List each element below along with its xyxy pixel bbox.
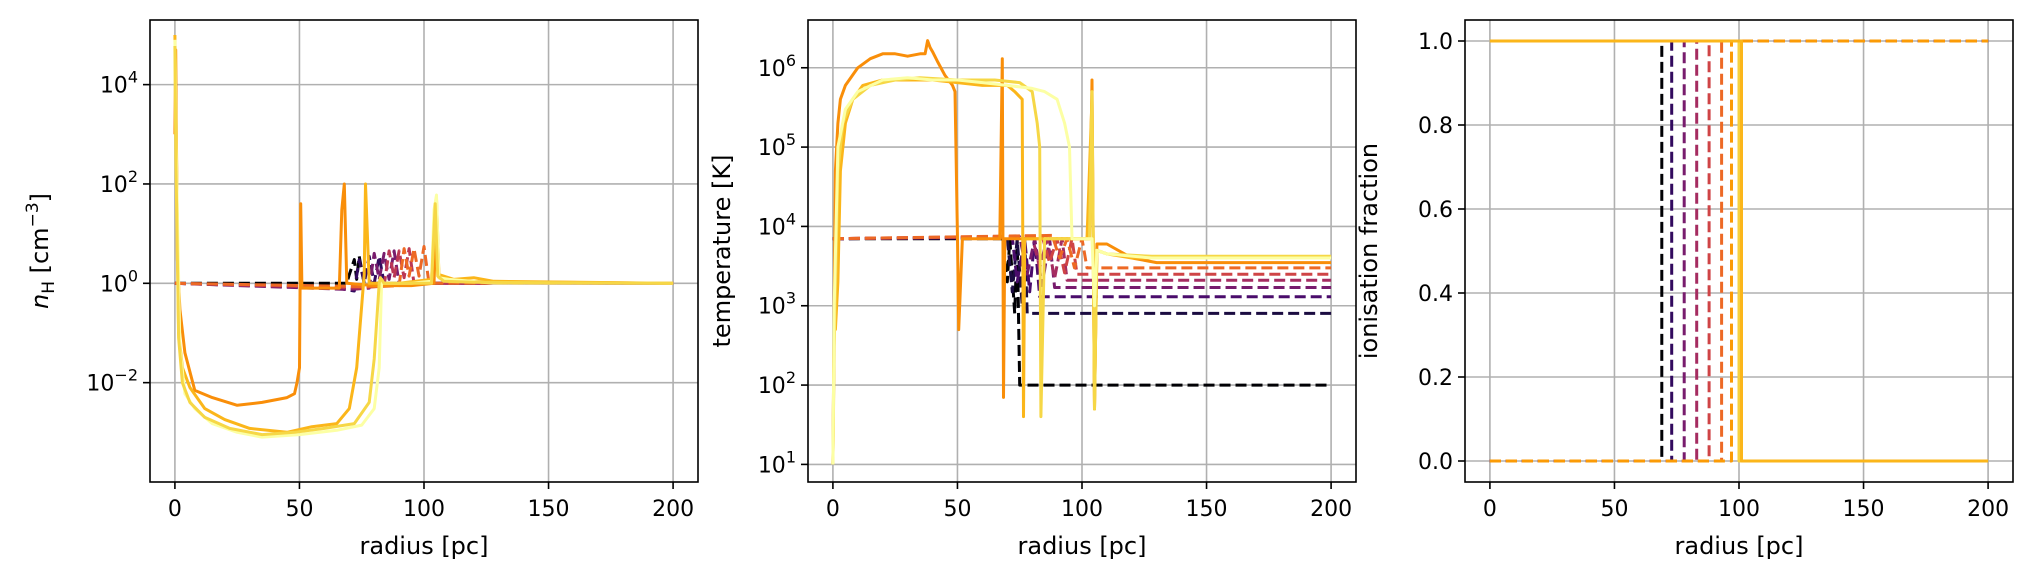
series-group: [831, 39, 1332, 465]
y-tick-label: 0.4: [1418, 282, 1453, 307]
y-tick-label: 105: [758, 130, 796, 161]
series-group: [173, 34, 674, 439]
series-line-5: [832, 234, 1332, 282]
series-line-8: [1489, 39, 1989, 463]
x-tick-label: 200: [652, 497, 694, 522]
y-tick-label: 106: [758, 51, 796, 82]
x-tick-label: 200: [1310, 497, 1352, 522]
series-line-9: [1489, 39, 1989, 463]
x-axis-label: radius [pc]: [1018, 532, 1147, 560]
y-tick-label: 104: [100, 68, 138, 99]
x-tick-label: 0: [826, 497, 840, 522]
y-tick-label: 103: [758, 289, 796, 320]
x-tick-label: 100: [403, 497, 445, 522]
panel-2: 0 50 100 150 200 101 102 103 104 105 106 radius [pc…: [708, 19, 1357, 560]
y-tick-label: 0.6: [1418, 198, 1453, 223]
series-line-7: [1489, 39, 1989, 463]
x-tick-label: 150: [1843, 497, 1885, 522]
y-tick-label: 104: [758, 209, 796, 240]
y-tick-label: 0.0: [1418, 450, 1453, 475]
x-tick-label: 0: [1483, 497, 1497, 522]
series-group: [1489, 39, 1989, 463]
y-axis-label: ionisation fraction: [1355, 143, 1383, 359]
series-line-2: [832, 236, 1332, 315]
y-tick-label: 102: [100, 167, 138, 198]
x-tick-label: 50: [943, 497, 971, 522]
x-tick-label: 50: [285, 497, 313, 522]
y-tick-label: 10−2: [86, 366, 138, 397]
y-tick-label: 0.2: [1418, 366, 1453, 391]
panel-1: 0 50 100 150 200 10−2 100 102 104 radius [pc] nH […: [23, 19, 699, 560]
series-line-7: [173, 34, 674, 434]
x-axis-label: radius [pc]: [1675, 532, 1804, 560]
x-tick-label: 100: [1718, 497, 1760, 522]
x-tick-label: 50: [1600, 497, 1628, 522]
y-tick-label: 0.8: [1418, 114, 1453, 139]
y-tick-label: 1.0: [1418, 30, 1453, 55]
x-tick-label: 200: [1967, 497, 2009, 522]
y-tick-label: 100: [100, 266, 138, 297]
x-tick-label: 100: [1061, 497, 1103, 522]
x-axis-label: radius [pc]: [360, 532, 489, 560]
y-axis-label: temperature [K]: [708, 155, 736, 348]
series-line-7: [832, 233, 1332, 270]
y-axis-label: nH [cm−3]: [23, 193, 59, 309]
panel-3: 0 50 100 150 200 0.0 0.2 0.4 0.6 0.8 1.0 radius [pc…: [1355, 19, 2014, 560]
x-tick-label: 150: [1186, 497, 1228, 522]
x-tick-label: 0: [168, 497, 182, 522]
y-tick-label: 102: [758, 368, 796, 399]
x-tick-label: 150: [528, 497, 570, 522]
series-line-9: [173, 45, 674, 437]
y-tick-label: 101: [758, 447, 796, 478]
series-line-11: [831, 76, 1332, 465]
